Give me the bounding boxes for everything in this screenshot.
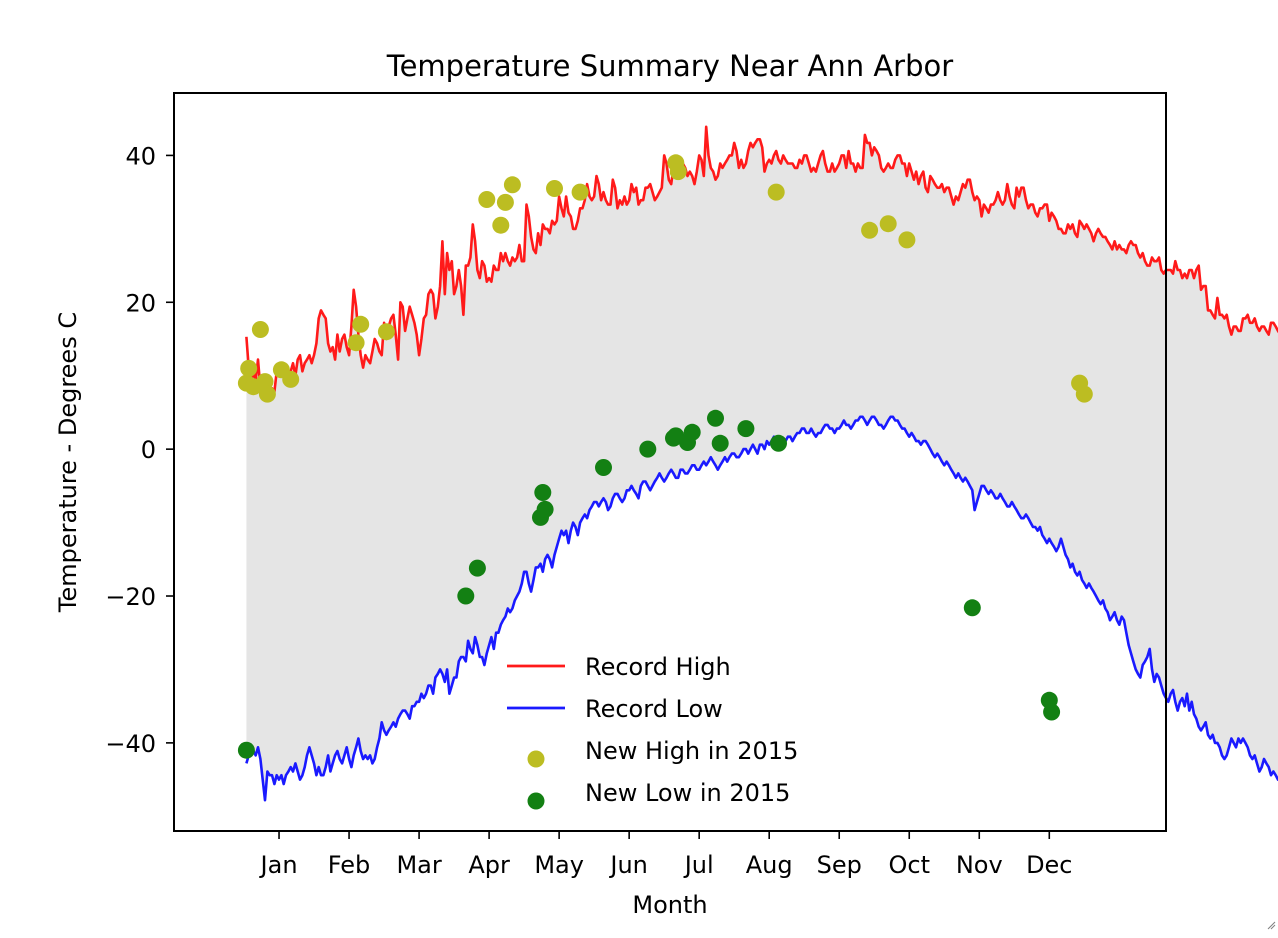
x-tick-label: Jun [608,851,648,879]
new-high-point [251,321,269,338]
x-tick-label: Feb [328,851,371,879]
y-tick-label: −40 [105,730,156,758]
new-low-point [595,459,612,476]
new-high-point [492,216,510,234]
x-tick-label: Jan [259,851,298,879]
x-tick-label: Jul [683,851,714,879]
new-high-point [240,359,258,377]
x-tick-label: Dec [1026,851,1072,879]
new-low-point [683,423,701,441]
x-tick-label: Aug [746,851,793,879]
y-tick-label: 20 [125,289,156,317]
x-tick-label: Oct [888,851,930,879]
x-axis-label: Month [632,891,707,919]
x-tick-label: Sep [817,851,862,879]
legend-marker [527,750,545,768]
new-high-point [496,193,514,211]
new-high-point [898,231,916,249]
legend-label: Record High [585,653,731,681]
new-high-point [669,163,687,181]
new-low-point [737,420,755,438]
resize-grip-icon[interactable] [1266,920,1276,930]
new-high-point [282,370,300,388]
new-high-point [377,323,395,341]
new-high-point [571,183,589,201]
new-high-point [767,183,785,201]
chart-title: Temperature Summary Near Ann Arbor [386,49,953,83]
legend: Record High Record Low New High in 2015 New… [507,653,798,810]
record-range-fill [246,126,1278,801]
new-high-point [546,180,563,197]
new-low-point [468,559,486,577]
x-tick-label: Mar [396,851,441,879]
x-tick-label: Apr [468,851,510,879]
new-high-point [352,315,370,333]
y-tick-label: −20 [105,583,156,611]
new-high-point [879,215,897,233]
y-tick-label: 0 [141,436,156,464]
new-high-point [861,221,879,239]
legend-label: New Low in 2015 [585,779,790,807]
new-low-point [534,484,552,501]
legend-marker [527,792,545,810]
x-tick-label: Nov [956,851,1003,879]
plot-area: Jan Feb Mar Apr May Jun Jul Aug Sep Oct Nov Dec 40 20… [105,92,1278,879]
y-tick-label: 40 [125,142,156,170]
new-low-point [711,434,729,452]
new-low-point [770,434,787,452]
y-axis-label: Temperature - Degrees C [54,312,82,613]
new-high-point [503,176,521,194]
new-high-point [258,385,276,403]
new-low-point [237,741,255,759]
new-high-point [478,191,496,208]
legend-label: Record Low [585,695,723,723]
new-low-point [707,409,724,427]
new-high-point [347,334,365,352]
new-low-point [639,440,657,458]
new-low-point [963,599,981,617]
series-line-record-low [245,415,1278,802]
plot-frame [173,92,1167,832]
new-low-point [457,587,475,605]
new-high-point [1075,385,1093,403]
x-tick-label: May [534,851,584,879]
legend-label: New High in 2015 [585,737,798,765]
series-line-record-high [245,125,1278,394]
new-low-point [536,500,554,518]
new-low-point [1043,703,1061,721]
